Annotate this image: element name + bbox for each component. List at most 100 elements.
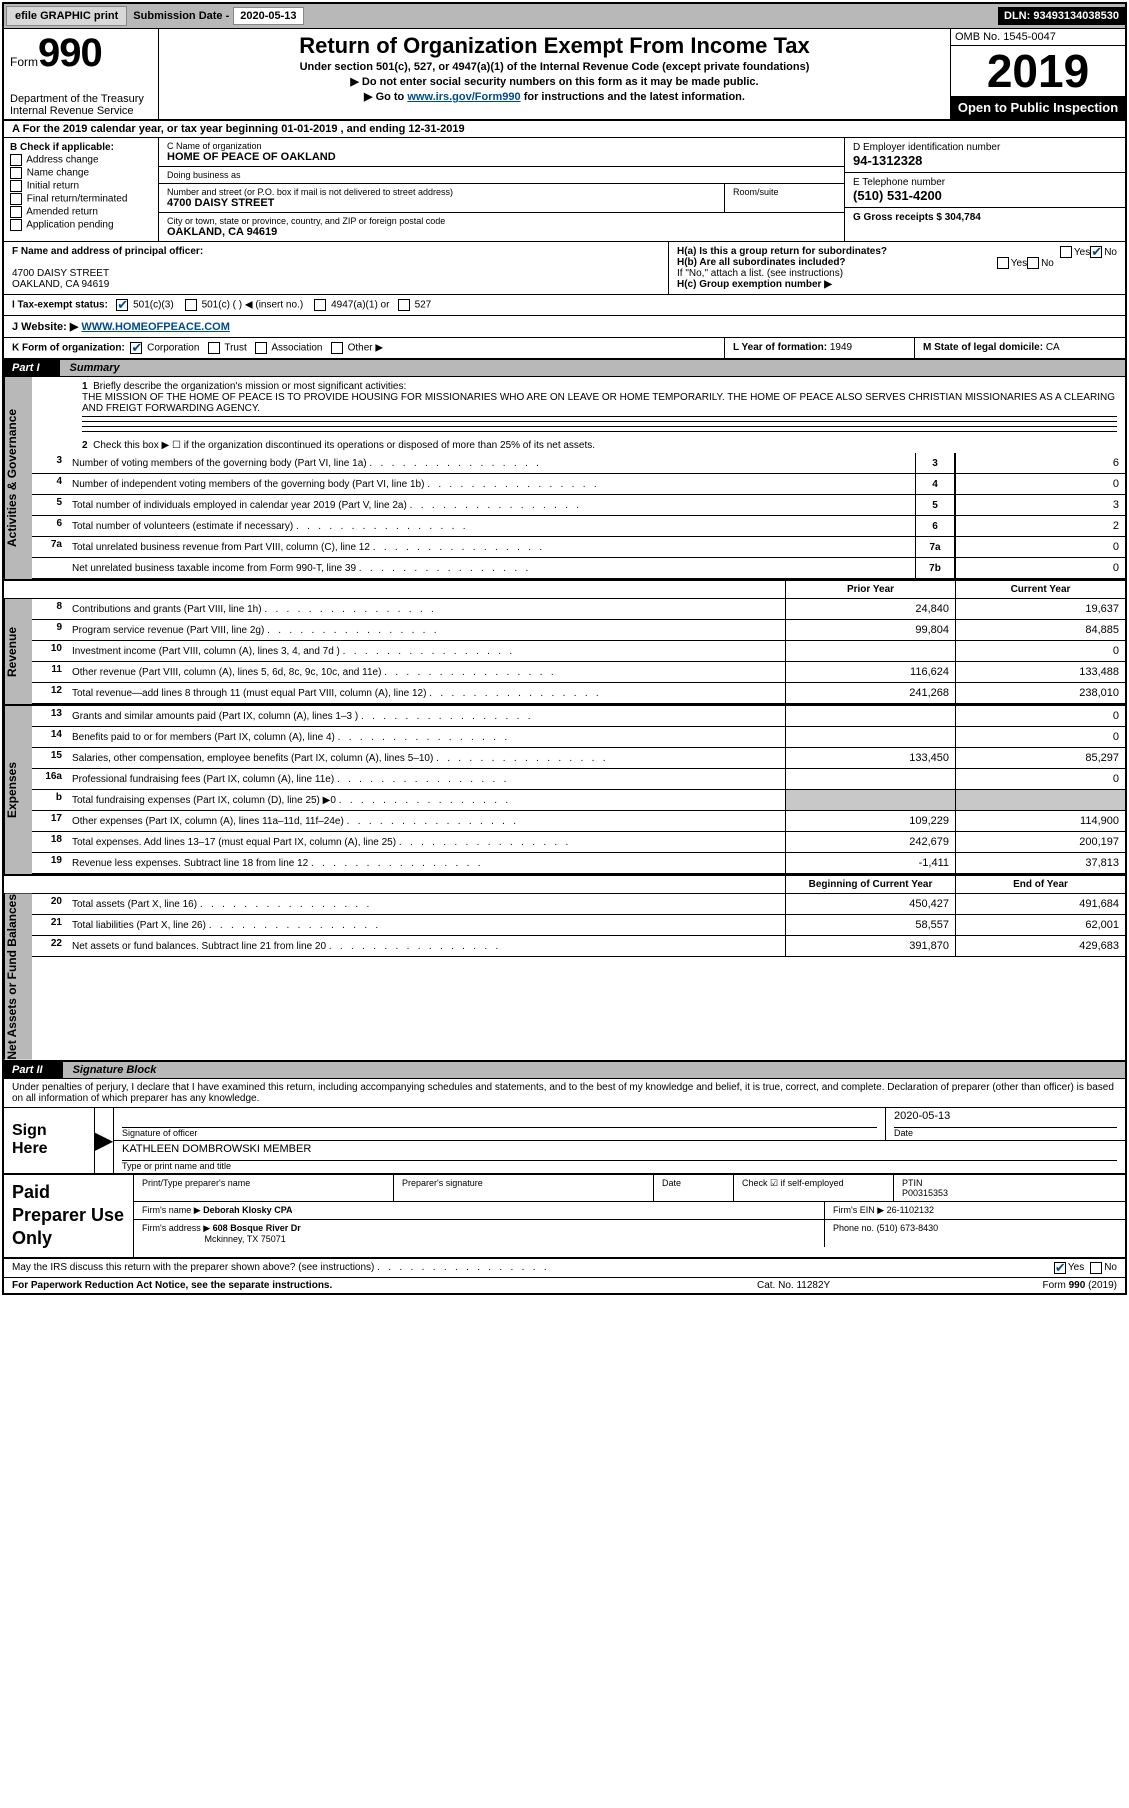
officer-signature-field[interactable] <box>122 1110 877 1128</box>
signature-block: Sign Here ▶ Signature of officer 2020-05… <box>4 1108 1125 1175</box>
chk-association[interactable] <box>255 342 267 354</box>
box-h: H(a) Is this a group return for subordin… <box>669 242 1125 294</box>
form-header: Form 990 Department of the Treasury Inte… <box>4 29 1125 121</box>
header-center: Return of Organization Exempt From Incom… <box>159 29 950 119</box>
box-l: L Year of formation: 1949 <box>725 338 915 358</box>
header-right: OMB No. 1545-0047 2019 Open to Public In… <box>950 29 1125 119</box>
gov-line: 5 Total number of individuals employed i… <box>32 495 1125 516</box>
tax-year: 2019 <box>951 46 1125 96</box>
sidetab-netassets: Net Assets or Fund Balances <box>4 894 32 1060</box>
gov-line: 4 Number of independent voting members o… <box>32 474 1125 495</box>
box-b: B Check if applicable: Address change Na… <box>4 138 159 241</box>
amount-line: 17 Other expenses (Part IX, column (A), … <box>32 811 1125 832</box>
governance-section: Activities & Governance 1 Briefly descri… <box>4 377 1125 579</box>
box-f: F Name and address of principal officer:… <box>4 242 669 294</box>
city-state-zip: OAKLAND, CA 94619 <box>167 226 836 238</box>
amount-line: 16a Professional fundraising fees (Part … <box>32 769 1125 790</box>
chk-527[interactable] <box>398 299 410 311</box>
form-subtitle-3: ▶ Go to www.irs.gov/Form990 for instruct… <box>169 90 940 103</box>
form-number: 990 <box>38 31 102 76</box>
department-label: Department of the Treasury Internal Reve… <box>10 87 152 117</box>
firm-ein: 26-1102132 <box>887 1205 934 1215</box>
amount-line: 8 Contributions and grants (Part VIII, l… <box>32 599 1125 620</box>
street-address: 4700 DAISY STREET <box>167 197 716 209</box>
mission-box: 1 Briefly describe the organization's mi… <box>32 377 1125 438</box>
signature-disclaimer: Under penalties of perjury, I declare th… <box>4 1079 1125 1108</box>
firm-phone: (510) 673-8430 <box>877 1223 939 1233</box>
period-row: A For the 2019 calendar year, or tax yea… <box>4 121 1125 138</box>
chk-amended-return[interactable]: Amended return <box>10 206 152 218</box>
discuss-no[interactable] <box>1090 1262 1102 1274</box>
omb-number: OMB No. 1545-0047 <box>951 29 1125 46</box>
gov-line: 6 Total number of volunteers (estimate i… <box>32 516 1125 537</box>
amount-line: 14 Benefits paid to or for members (Part… <box>32 727 1125 748</box>
sign-here-label: Sign Here <box>4 1108 94 1173</box>
chk-trust[interactable] <box>208 342 220 354</box>
paid-preparer-label: Paid Preparer Use Only <box>4 1175 134 1257</box>
chk-application-pending[interactable]: Application pending <box>10 219 152 231</box>
form-subtitle-2: ▶ Do not enter social security numbers o… <box>169 75 940 88</box>
public-inspection: Open to Public Inspection <box>951 96 1125 119</box>
box-deg: D Employer identification number 94-1312… <box>845 138 1125 241</box>
gross-receipts: 304,784 <box>945 212 981 223</box>
row-j: J Website: ▶ WWW.HOMEOFPEACE.COM <box>4 316 1125 338</box>
amount-line: 10 Investment income (Part VIII, column … <box>32 641 1125 662</box>
mission-text: THE MISSION OF THE HOME OF PEACE IS TO P… <box>82 392 1115 414</box>
chk-other[interactable] <box>331 342 343 354</box>
rev-col-headers: Prior Year Current Year <box>4 579 1125 599</box>
amount-line: 21 Total liabilities (Part X, line 26) 5… <box>32 915 1125 936</box>
chk-initial-return[interactable]: Initial return <box>10 180 152 192</box>
amount-line: 18 Total expenses. Add lines 13–17 (must… <box>32 832 1125 853</box>
chk-final-return[interactable]: Final return/terminated <box>10 193 152 205</box>
chk-501c[interactable] <box>185 299 197 311</box>
sidetab-revenue: Revenue <box>4 599 32 704</box>
chk-corporation[interactable] <box>130 342 142 354</box>
efile-print-button[interactable]: efile GRAPHIC print <box>6 6 127 26</box>
form-subtitle-1: Under section 501(c), 527, or 4947(a)(1)… <box>169 61 940 73</box>
ein: 94-1312328 <box>853 153 1117 168</box>
discuss-yes[interactable] <box>1054 1262 1066 1274</box>
firm-address-2: Mckinney, TX 75071 <box>205 1234 286 1244</box>
entity-block: B Check if applicable: Address change Na… <box>4 138 1125 242</box>
form990-link[interactable]: www.irs.gov/Form990 <box>407 91 520 103</box>
officer-name: KATHLEEN DOMBROWSKI MEMBER <box>122 1143 1117 1161</box>
ptin: P00315353 <box>902 1188 948 1198</box>
amount-line: 11 Other revenue (Part VIII, column (A),… <box>32 662 1125 683</box>
part2-header: Part II Signature Block <box>4 1060 1125 1079</box>
telephone: (510) 531-4200 <box>853 188 1117 203</box>
chk-address-change[interactable]: Address change <box>10 154 152 166</box>
dln-number: DLN: 93493134038530 <box>998 7 1125 25</box>
firm-name: Deborah Klosky CPA <box>203 1205 292 1215</box>
signature-date: 2020-05-13 <box>894 1110 1117 1128</box>
box-c: C Name of organization HOME OF PEACE OF … <box>159 138 845 241</box>
chk-501c3[interactable] <box>116 299 128 311</box>
amount-line: 13 Grants and similar amounts paid (Part… <box>32 706 1125 727</box>
website-link[interactable]: WWW.HOMEOFPEACE.COM <box>81 321 230 333</box>
amount-line: 9 Program service revenue (Part VIII, li… <box>32 620 1125 641</box>
submission-label: Submission Date - <box>129 10 233 22</box>
discuss-row: May the IRS discuss this return with the… <box>4 1259 1125 1278</box>
top-toolbar: efile GRAPHIC print Submission Date - 20… <box>4 4 1125 29</box>
amount-line: 20 Total assets (Part X, line 16) 450,42… <box>32 894 1125 915</box>
row-f-h: F Name and address of principal officer:… <box>4 242 1125 295</box>
firm-address-1: 608 Bosque River Dr <box>213 1223 301 1233</box>
chk-name-change[interactable]: Name change <box>10 167 152 179</box>
footer: For Paperwork Reduction Act Notice, see … <box>4 1278 1125 1293</box>
sidetab-expenses: Expenses <box>4 706 32 874</box>
header-left: Form 990 Department of the Treasury Inte… <box>4 29 159 119</box>
gov-line: Net unrelated business taxable income fr… <box>32 558 1125 579</box>
revenue-section: Revenue 8 Contributions and grants (Part… <box>4 599 1125 704</box>
expenses-section: Expenses 13 Grants and similar amounts p… <box>4 704 1125 874</box>
amount-line: 15 Salaries, other compensation, employe… <box>32 748 1125 769</box>
amount-line: 19 Revenue less expenses. Subtract line … <box>32 853 1125 874</box>
org-name: HOME OF PEACE OF OAKLAND <box>167 151 836 163</box>
line-2: 2 Check this box ▶ ☐ if the organization… <box>32 438 1125 453</box>
amount-line: 12 Total revenue—add lines 8 through 11 … <box>32 683 1125 704</box>
paid-preparer-block: Paid Preparer Use Only Print/Type prepar… <box>4 1175 1125 1259</box>
sidetab-governance: Activities & Governance <box>4 377 32 579</box>
form-page: efile GRAPHIC print Submission Date - 20… <box>2 2 1127 1295</box>
amount-line: 22 Net assets or fund balances. Subtract… <box>32 936 1125 957</box>
netassets-section: Net Assets or Fund Balances 20 Total ass… <box>4 894 1125 1060</box>
chk-4947[interactable] <box>314 299 326 311</box>
net-col-headers: Beginning of Current Year End of Year <box>4 874 1125 894</box>
